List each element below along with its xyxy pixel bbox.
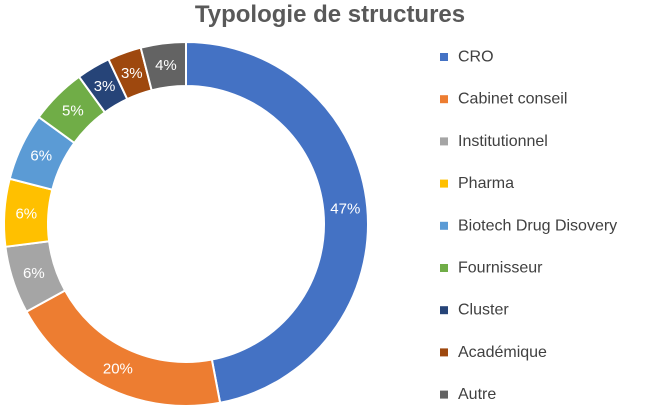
legend-label-autre: Autre (458, 386, 496, 403)
slice-label-fournisseur: 5% (62, 102, 84, 119)
legend-label-biotech-drug-disovery: Biotech Drug Disovery (458, 217, 617, 234)
legend-item-fournisseur: Fournisseur (440, 260, 543, 277)
legend-item-institutionnel: Institutionnel (440, 133, 548, 150)
legend-label-academique: Académique (458, 344, 547, 361)
legend-label-fournisseur: Fournisseur (458, 260, 543, 277)
legend-swatch-academique (440, 348, 448, 357)
legend-item-pharma: Pharma (440, 175, 514, 192)
slice-labels: 47% 20% 6% 6% 6% 5% 3% 3% 4% (15, 57, 360, 378)
legend-item-cro: CRO (440, 49, 494, 66)
legend-item-cluster: Cluster (440, 302, 509, 319)
legend: CRO Cabinet conseil Institutionnel Pharma Bi… (440, 49, 617, 403)
legend-item-academique: Académique (440, 344, 547, 361)
slice-label-pharma: 6% (15, 205, 37, 222)
slice-label-academique: 3% (121, 65, 143, 82)
slice-autre (139, 40, 187, 92)
slice-label-autre: 4% (155, 57, 177, 74)
chart-title: Typologie de structures (195, 1, 465, 28)
legend-swatch-cabinet-conseil (440, 95, 448, 104)
legend-item-autre: Autre (440, 386, 496, 403)
legend-swatch-pharma (440, 179, 448, 188)
legend-item-biotech-drug-disovery: Biotech Drug Disovery (440, 217, 617, 234)
slice-label-cro: 47% (330, 200, 360, 217)
slice-label-institutionnel: 6% (23, 265, 45, 282)
slice-cro (185, 40, 369, 404)
legend-label-cabinet-conseil: Cabinet conseil (458, 91, 567, 108)
legend-swatch-cluster (440, 306, 448, 315)
slice-cabinet-conseil (25, 289, 222, 407)
legend-swatch-institutionnel (440, 137, 448, 146)
legend-item-cabinet-conseil: Cabinet conseil (440, 91, 567, 108)
legend-label-pharma: Pharma (458, 175, 514, 192)
legend-swatch-fournisseur (440, 264, 448, 272)
legend-swatch-autre (440, 390, 448, 399)
legend-swatch-biotech-drug-disovery (440, 221, 448, 230)
legend-label-cro: CRO (458, 49, 494, 66)
donut-slices (3, 40, 369, 407)
slice-label-biotech-drug-disovery: 6% (30, 147, 52, 164)
slice-label-cabinet-conseil: 20% (103, 360, 133, 377)
legend-label-cluster: Cluster (458, 302, 509, 319)
legend-swatch-cro (440, 53, 448, 61)
slice-label-cluster: 3% (94, 78, 116, 95)
legend-label-institutionnel: Institutionnel (458, 133, 548, 150)
